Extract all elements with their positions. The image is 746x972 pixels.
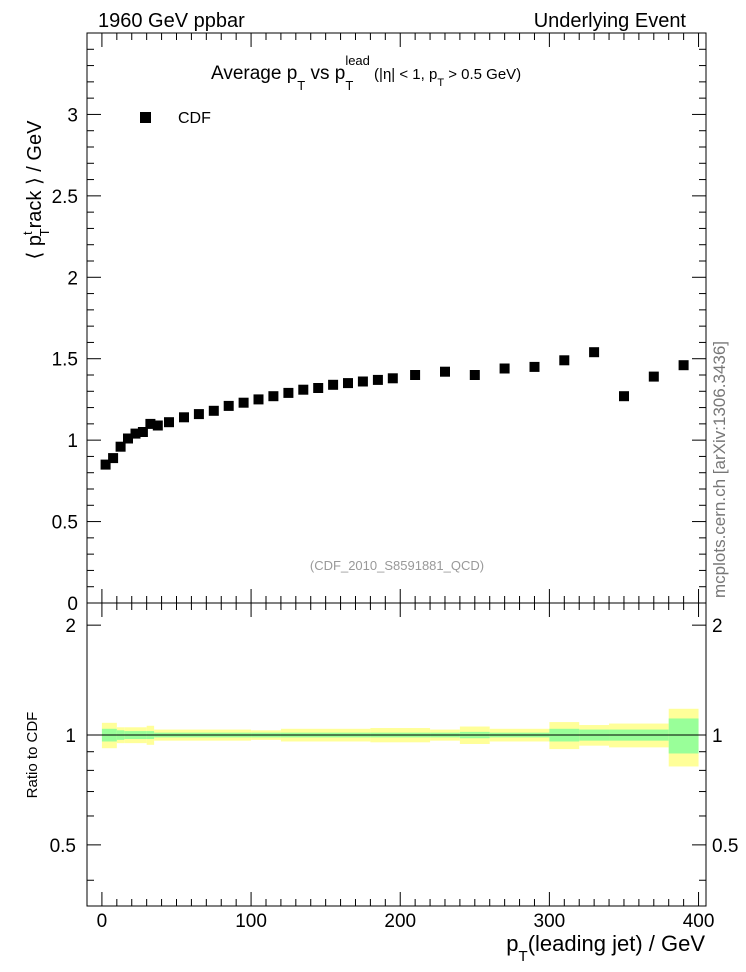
data-point	[193, 409, 204, 420]
ratio-y-tick-labels: 0.5 0.5 1 1 2 2	[50, 616, 739, 857]
x-axis-label: pT(leading jet) / GeV	[506, 931, 705, 965]
data-point	[145, 418, 156, 429]
y-tick-label: 1.5	[52, 350, 78, 371]
data-point	[619, 391, 629, 402]
header-right: Underlying Event	[534, 10, 687, 32]
data-point	[313, 383, 324, 393]
data-point	[253, 394, 264, 405]
main-y-axis-label: ⟨ pt Track ⟩ / GeV	[20, 120, 52, 260]
ratio-uncertainty-bands	[101, 708, 699, 767]
data-point	[115, 441, 126, 452]
data-point	[440, 366, 450, 377]
data-point	[387, 373, 398, 384]
data-point	[499, 363, 510, 374]
plot-title: Average pT vs pTlead (|η| < 1, pT > 0.5 …	[211, 53, 521, 93]
legend-marker	[140, 112, 151, 123]
header-left: 1960 GeV ppbar	[98, 10, 245, 32]
main-panel: 0 0.5 1 1.5 2 2.5 3 Average pT vs pTlead (|η| …	[20, 32, 707, 615]
data-point	[223, 400, 234, 411]
y-tick-label: 0.5	[52, 513, 78, 534]
x-tick-label: 200	[384, 911, 416, 932]
ratio-y-tick-label-right: 1	[712, 726, 723, 747]
data-point	[108, 453, 119, 464]
analysis-watermark: (CDF_2010_S8591881_QCD)	[310, 558, 484, 573]
x-tick-label: 0	[97, 911, 108, 932]
main-data-series	[100, 347, 689, 470]
y-tick-label: 3	[67, 105, 78, 126]
ratio-y-tick-label-left: 0.5	[50, 836, 76, 857]
data-point	[137, 427, 148, 437]
ratio-y-tick-label-right: 0.5	[712, 836, 738, 857]
ratio-y-tick-label-left: 1	[65, 726, 76, 747]
stat-uncertainty-band	[668, 718, 699, 754]
data-point	[357, 376, 368, 387]
x-tick-label: 300	[534, 911, 566, 932]
data-point	[589, 347, 600, 358]
data-point	[328, 379, 339, 390]
ratio-y-tick-label-right: 2	[712, 616, 723, 637]
data-point	[372, 374, 383, 385]
x-tick-label: 100	[235, 911, 267, 932]
ratio-panel: 0.5 0.5 1 1 2 2 0 100 200 300 400 Ratio to CDF pT…	[24, 602, 739, 965]
x-tick-label: 400	[683, 911, 715, 932]
data-point	[559, 355, 570, 366]
y-tick-label: 0	[67, 594, 78, 615]
data-point	[164, 417, 174, 428]
main-axis-ticks	[87, 32, 706, 604]
side-label: mcplots.cern.ch [arXiv:1306.3436]	[710, 341, 729, 598]
x-tick-labels: 0 100 200 300 400	[97, 911, 715, 932]
y-tick-label: 1	[67, 431, 78, 452]
legend-label: CDF	[178, 110, 211, 127]
main-y-tick-labels: 0 0.5 1 1.5 2 2.5 3	[52, 105, 78, 615]
data-point	[123, 433, 133, 444]
ratio-axis-ticks	[87, 603, 706, 906]
data-point	[648, 371, 659, 382]
data-point	[130, 428, 141, 439]
data-point	[100, 459, 111, 470]
data-point	[298, 384, 309, 395]
data-point	[179, 412, 189, 423]
data-point	[410, 370, 421, 380]
y-tick-label: 2	[67, 268, 78, 289]
data-point	[208, 405, 219, 416]
data-point	[238, 397, 249, 408]
ratio-y-axis-label: Ratio to CDF	[24, 712, 41, 799]
y-tick-label: 2.5	[52, 187, 78, 208]
ratio-y-tick-label-left: 2	[65, 616, 76, 637]
data-point	[343, 378, 353, 389]
data-point	[268, 391, 279, 402]
data-point	[152, 420, 163, 431]
ratio-plot-frame	[86, 602, 707, 907]
data-point	[678, 360, 689, 371]
data-point	[283, 387, 294, 398]
data-point	[469, 370, 480, 380]
data-point	[529, 361, 540, 372]
